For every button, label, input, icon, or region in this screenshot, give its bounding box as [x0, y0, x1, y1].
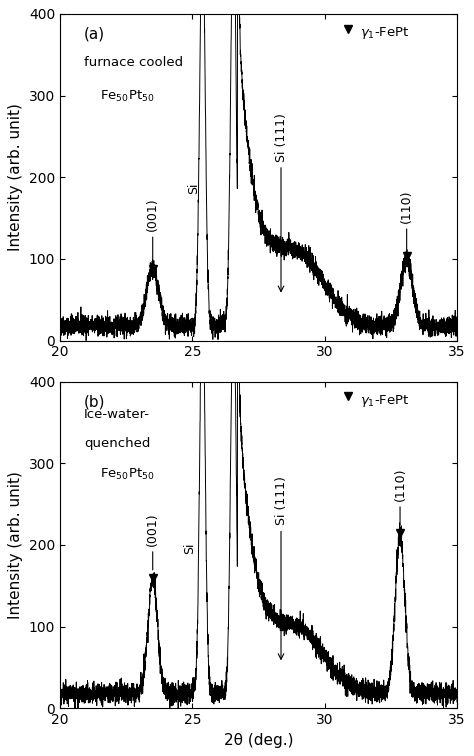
- Text: Si (111): Si (111): [274, 113, 288, 162]
- Text: Si: Si: [187, 183, 200, 194]
- Text: quenched: quenched: [84, 437, 150, 450]
- Text: Fe$_{50}$Pt$_{50}$: Fe$_{50}$Pt$_{50}$: [100, 466, 155, 482]
- Y-axis label: Intensity (arb. unit): Intensity (arb. unit): [9, 471, 23, 619]
- Text: (001): (001): [146, 197, 159, 231]
- Text: furnace cooled: furnace cooled: [84, 56, 183, 70]
- Text: (001): (001): [146, 512, 159, 546]
- Text: (110): (110): [400, 190, 413, 223]
- Text: (b): (b): [84, 395, 105, 410]
- Y-axis label: Intensity (arb. unit): Intensity (arb. unit): [9, 104, 23, 251]
- Text: Si: Si: [183, 542, 196, 554]
- Text: (110): (110): [393, 467, 407, 500]
- Text: Si (111): Si (111): [274, 476, 288, 525]
- Text: Ice-water-: Ice-water-: [84, 407, 150, 420]
- Text: $\gamma_1$-FePt: $\gamma_1$-FePt: [360, 393, 409, 409]
- Text: (a): (a): [84, 27, 105, 42]
- Text: $\gamma_1$-FePt: $\gamma_1$-FePt: [360, 25, 409, 42]
- X-axis label: 2θ (deg.): 2θ (deg.): [224, 733, 293, 748]
- Text: Fe$_{50}$Pt$_{50}$: Fe$_{50}$Pt$_{50}$: [100, 89, 155, 104]
